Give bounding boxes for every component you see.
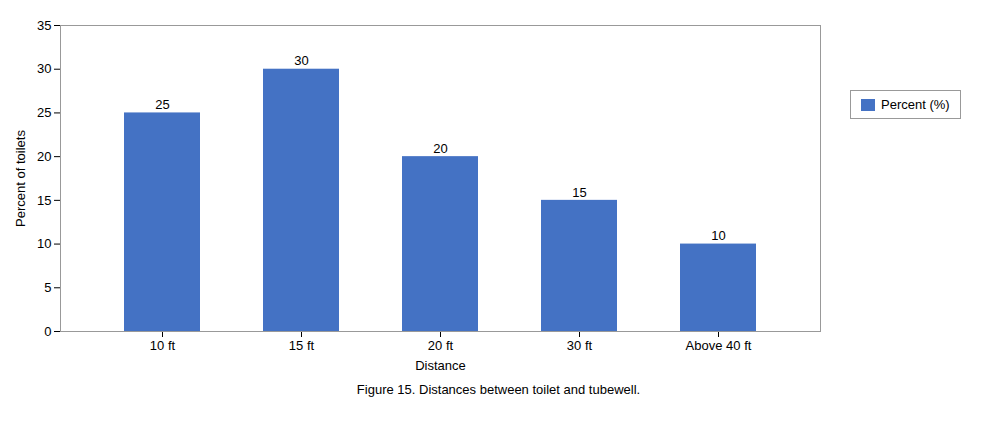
svg-text:25: 25 [37,105,51,120]
svg-text:20: 20 [433,141,447,156]
svg-text:30: 30 [294,53,308,68]
html-text:Percent (%): Percent (%) [881,97,950,112]
svg-text:10: 10 [37,236,51,251]
svg-text:0: 0 [44,324,51,339]
html-text:Figure 15. Distances between t: Figure 15. Distances between toilet and … [356,382,641,397]
svg-text:25: 25 [155,97,169,112]
svg-text:20 ft: 20 ft [428,338,454,353]
svg-text:Distance: Distance [415,358,466,373]
svg-text:30 ft: 30 ft [567,338,593,353]
svg-text:Above 40 ft: Above 40 ft [686,338,752,353]
svg-text:30: 30 [37,61,51,76]
svg-text:Percent of toilets: Percent of toilets [13,130,28,227]
svg-text:15: 15 [572,185,586,200]
svg-text:10 ft: 10 ft [150,338,176,353]
svg-text:5: 5 [44,280,51,295]
svg-text:10: 10 [711,228,725,243]
svg-text:35: 35 [37,18,51,33]
svg-text:20: 20 [37,149,51,164]
svg-text:15: 15 [37,193,51,208]
svg-text:15 ft: 15 ft [289,338,315,353]
